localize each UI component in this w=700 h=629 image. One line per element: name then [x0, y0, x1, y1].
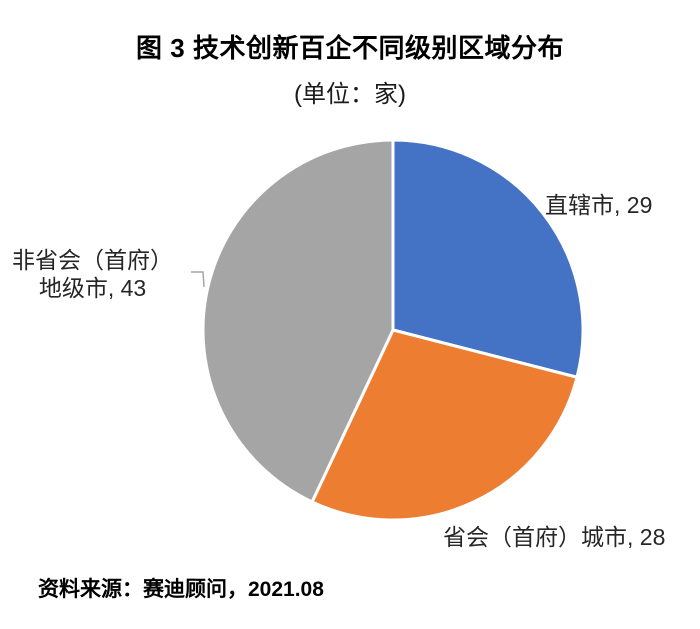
pie-slice-zhixiashi — [391, 138, 585, 379]
pie-slices — [201, 138, 585, 522]
chart-title: 图 3 技术创新百企不同级别区域分布 — [136, 33, 564, 63]
pie-label-feishenghui: 非省会（首府） 地级市, 43 — [0, 246, 185, 302]
pie-slice-fei-shenghui-dijishi — [201, 138, 395, 504]
pie-label-shenghui: 省会（首府）城市, 28 — [443, 524, 666, 550]
leader-line — [191, 271, 205, 288]
pie-label-feishenghui-line1: 非省会（首府） — [12, 247, 173, 273]
pie-label-zhixiashi: 直辖市, 29 — [545, 192, 653, 218]
source-note: 资料来源：赛迪顾问，2021.08 — [38, 578, 324, 601]
pie-label-feishenghui-line2: 地级市, 43 — [38, 275, 147, 301]
pie-slice-shenghui-shoufu-chengshi — [310, 328, 579, 522]
chart-unit-subtitle: (单位：家) — [294, 81, 406, 108]
